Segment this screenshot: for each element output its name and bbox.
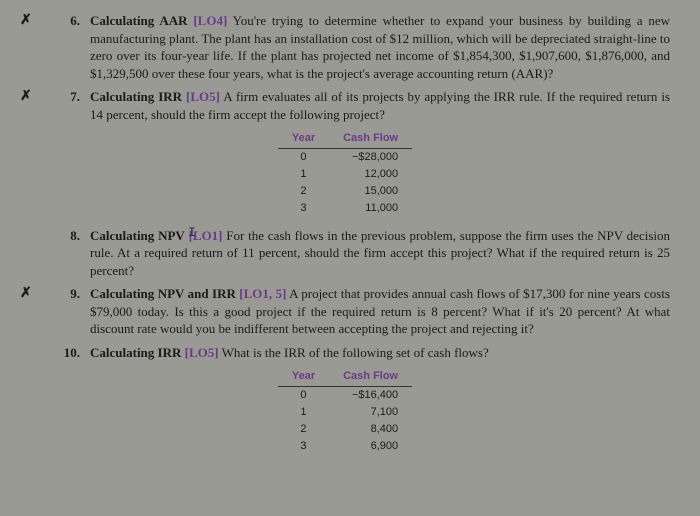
mark-10 xyxy=(20,344,50,362)
table-row: Year Cash Flow xyxy=(278,367,412,386)
table-row: 28,400 xyxy=(278,421,412,438)
lo-9: [LO1, 5] xyxy=(239,286,286,301)
cashflow-table-2: Year Cash Flow 0−$16,400 17,100 28,400 3… xyxy=(278,367,412,454)
th-cashflow: Cash Flow xyxy=(329,367,412,386)
num-9: 9. xyxy=(50,285,90,338)
table-row: 17,100 xyxy=(278,404,412,421)
th-cashflow: Cash Flow xyxy=(329,129,412,148)
mark-8 xyxy=(20,227,50,280)
body-10: Calculating IRR [LO5] What is the IRR of… xyxy=(90,344,670,362)
question-7: ✗ 7. Calculating IRR [LO5] A firm evalua… xyxy=(20,88,670,123)
body-8: Calculating NPV [LO1] For the cash flows… xyxy=(90,227,670,280)
table-row: 0−$16,400 xyxy=(278,387,412,404)
table-row: 311,000 xyxy=(278,200,412,217)
table-row: 36,900 xyxy=(278,438,412,455)
page-content: ✗ 6. Calculating AAR [LO4] You're trying… xyxy=(0,0,700,477)
title-10: Calculating IRR xyxy=(90,345,181,360)
th-year: Year xyxy=(278,367,329,386)
num-6: 6. xyxy=(50,12,90,82)
text-10: What is the IRR of the following set of … xyxy=(222,345,489,360)
table-row: 0−$28,000 xyxy=(278,149,412,166)
title-7: Calculating IRR xyxy=(90,89,182,104)
table-row: 112,000 xyxy=(278,166,412,183)
question-9: ✗ 9. Calculating NPV and IRR [LO1, 5] A … xyxy=(20,285,670,338)
title-8: Calculating NPV xyxy=(90,228,185,243)
num-8: 8. xyxy=(50,227,90,280)
body-9: Calculating NPV and IRR [LO1, 5] A proje… xyxy=(90,285,670,338)
question-10: 10. Calculating IRR [LO5] What is the IR… xyxy=(20,344,670,362)
lo-6: [LO4] xyxy=(193,13,227,28)
question-6: ✗ 6. Calculating AAR [LO4] You're trying… xyxy=(20,12,670,82)
th-year: Year xyxy=(278,129,329,148)
body-6: Calculating AAR [LO4] You're trying to d… xyxy=(90,12,670,82)
table-row: Year Cash Flow xyxy=(278,129,412,148)
question-8: 8. Calculating NPV [LO1] For the cash fl… xyxy=(20,227,670,280)
lo-10: [LO5] xyxy=(185,345,219,360)
title-6: Calculating AAR xyxy=(90,13,188,28)
table-row: 215,000 xyxy=(278,183,412,200)
cashflow-table-1: Year Cash Flow 0−$28,000 112,000 215,000… xyxy=(278,129,412,216)
title-9: Calculating NPV and IRR xyxy=(90,286,236,301)
lo-7: [LO5] xyxy=(186,89,220,104)
mark-6: ✗ xyxy=(20,12,50,82)
body-7: Calculating IRR [LO5] A firm evaluates a… xyxy=(90,88,670,123)
mark-9: ✗ xyxy=(20,285,50,338)
mark-7: ✗ xyxy=(20,88,50,123)
num-10: 10. xyxy=(50,344,90,362)
num-7: 7. xyxy=(50,88,90,123)
text-cursor-icon: I xyxy=(188,225,196,240)
